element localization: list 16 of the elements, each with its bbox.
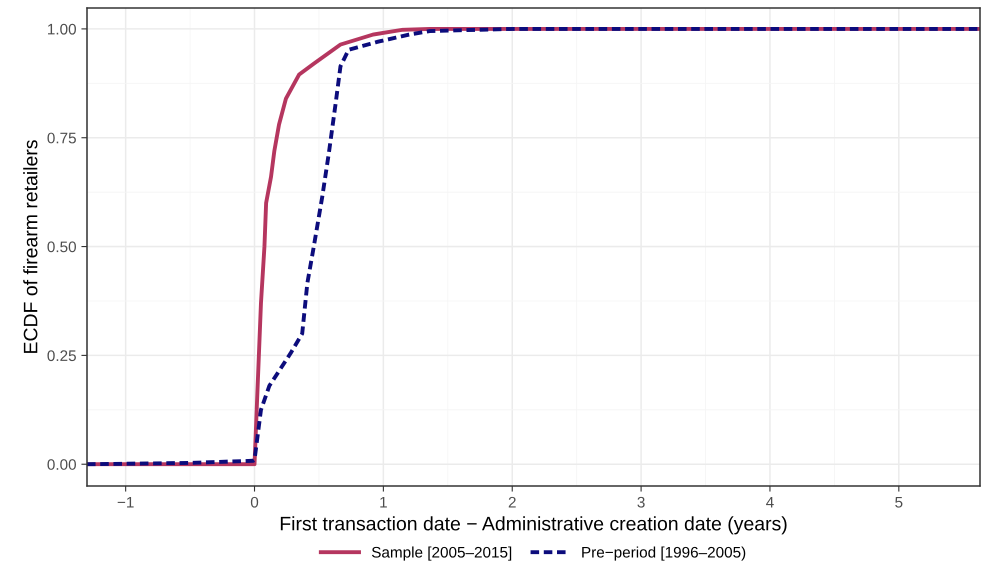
x-tick-label: 3 bbox=[637, 496, 645, 508]
y-tick-label: 0.00 bbox=[47, 459, 76, 470]
y-tick-label: 0.25 bbox=[47, 350, 76, 362]
x-tick-label: 0 bbox=[250, 496, 258, 508]
x-tick-label: −1 bbox=[118, 496, 134, 508]
y-tick-label: 1.00 bbox=[48, 24, 76, 35]
y-tick-label: 0.75 bbox=[47, 132, 76, 144]
y-axis-title: ECDF of firearm retailers bbox=[23, 140, 38, 353]
legend-label: Pre−period [1996–2005) bbox=[582, 546, 746, 561]
x-tick-label: 5 bbox=[895, 496, 902, 508]
x-tick-label: 1 bbox=[380, 496, 387, 508]
x-axis-title: First transaction date − Administrative creation date (years) bbox=[280, 516, 787, 534]
x-tick-label: 4 bbox=[766, 496, 774, 508]
y-tick-label: 0.50 bbox=[47, 241, 76, 252]
x-tick-label: 2 bbox=[508, 496, 516, 508]
legend-label: Sample [2005–2015] bbox=[372, 546, 512, 561]
